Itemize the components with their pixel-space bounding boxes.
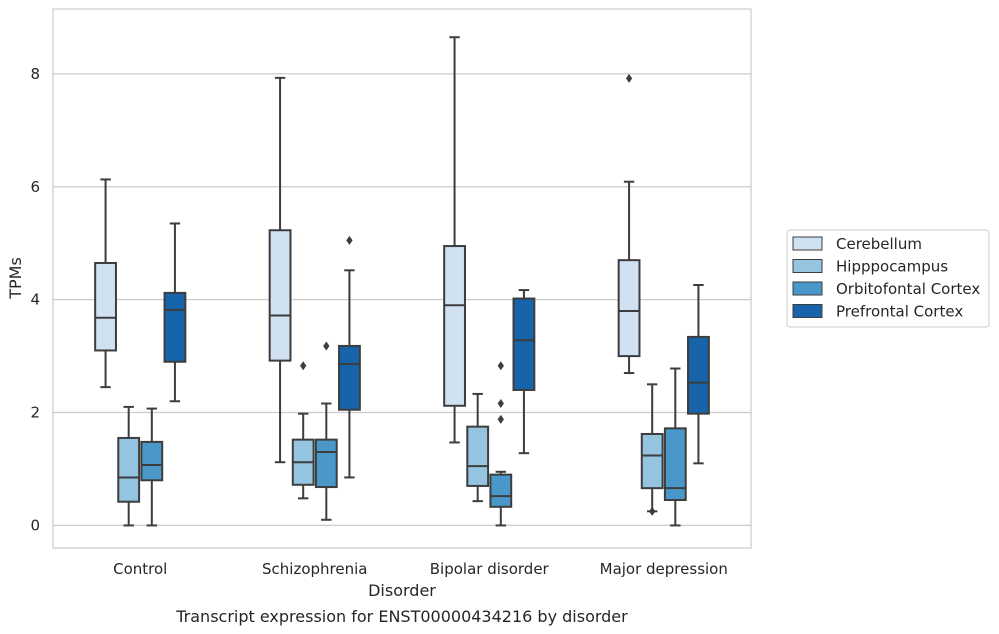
chart-title: Transcript expression for ENST0000043421… [175, 607, 628, 626]
outlier-point [649, 506, 656, 516]
plot-area [52, 8, 752, 549]
x-axis-label: Disorder [368, 581, 436, 600]
box-hipppocampus [466, 392, 490, 503]
box-hipppocampus [640, 383, 664, 516]
outlier-point [497, 361, 504, 371]
y-axis-label: TPMs [6, 257, 25, 300]
outlier-point [346, 235, 353, 245]
legend-label: Orbitofontal Cortex [836, 280, 980, 298]
y-tick-label: 8 [30, 65, 40, 83]
y-tick-labels: 0 2 4 6 8 [30, 65, 40, 535]
box-prefrontal-cortex [163, 222, 187, 403]
outlier-point [497, 414, 504, 424]
iqr-box [338, 344, 361, 411]
box-prefrontal-cortex [687, 283, 710, 465]
iqr-box [466, 425, 490, 487]
iqr-box [443, 245, 466, 407]
y-tick-label: 0 [30, 516, 40, 534]
iqr-box [687, 335, 710, 415]
y-tick-label: 2 [30, 404, 40, 422]
legend-swatch [792, 304, 823, 318]
iqr-box [314, 438, 338, 489]
outlier-point [323, 341, 330, 351]
y-tick-label: 6 [30, 178, 40, 196]
iqr-box [489, 473, 513, 508]
iqr-box [117, 436, 141, 503]
legend-swatch [792, 236, 823, 251]
iqr-box [663, 427, 687, 502]
box-orbitofontal-cortex [489, 361, 513, 527]
outlier-point [497, 399, 504, 409]
box-hipppocampus [291, 361, 315, 500]
box-cerebellum [443, 36, 466, 444]
iqr-box [640, 432, 664, 490]
x-tick-label: Control [113, 560, 167, 578]
legend-label: Prefrontal Cortex [836, 303, 963, 321]
iqr-box [512, 297, 536, 391]
box-hipppocampus [117, 405, 141, 527]
x-tick-label: Schizophrenia [262, 560, 367, 578]
outlier-point [625, 73, 633, 83]
box-prefrontal-cortex [338, 235, 361, 479]
box-cerebellum [94, 178, 117, 389]
boxes [94, 36, 710, 527]
x-tick-labels: Control Schizophrenia Bipolar disorder Majo… [113, 560, 728, 578]
box-cerebellum [617, 73, 641, 375]
iqr-box [163, 291, 187, 363]
outlier-point [300, 361, 307, 371]
legend-swatch [792, 259, 823, 273]
legend-label: Hipppocampus [836, 258, 948, 276]
legend-swatch [792, 281, 823, 296]
box-cerebellum [268, 76, 292, 464]
legend: Cerebellum Hipppocampus Orbitofontal Corte… [786, 229, 990, 328]
y-tick-label: 4 [30, 291, 40, 309]
legend-frame [786, 229, 990, 328]
x-tick-label: Bipolar disorder [430, 560, 550, 578]
iqr-box [617, 259, 641, 358]
box-prefrontal-cortex [512, 289, 536, 455]
legend-label: Cerebellum [836, 235, 922, 253]
x-tick-label: Major depression [600, 560, 728, 578]
iqr-box [268, 229, 292, 362]
iqr-box [140, 440, 164, 482]
box-orbitofontal-cortex [314, 341, 338, 521]
iqr-box [94, 261, 117, 352]
box-orbitofontal-cortex [140, 407, 164, 527]
box-orbitofontal-cortex [663, 367, 687, 527]
